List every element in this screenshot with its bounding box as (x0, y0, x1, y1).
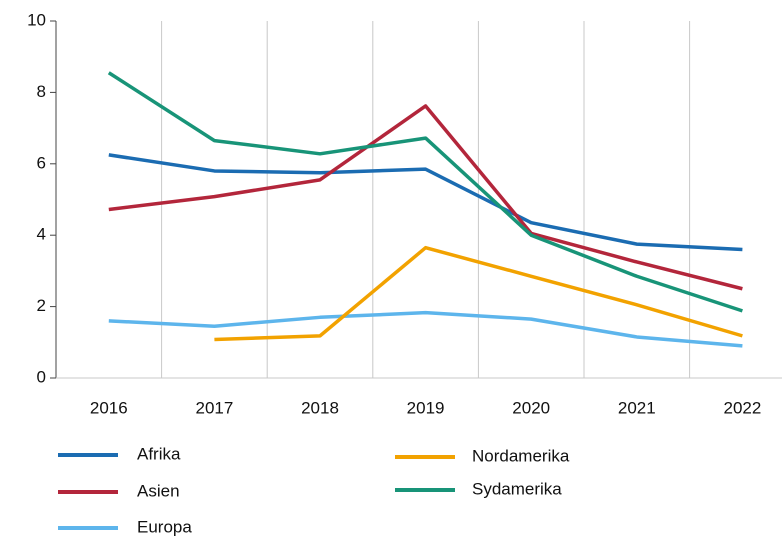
x-tick-label: 2017 (195, 398, 233, 417)
legend-label: Europa (137, 517, 192, 536)
legend-label: Nordamerika (472, 446, 570, 465)
legend-label: Sydamerika (472, 479, 562, 498)
y-tick-label: 8 (37, 82, 46, 101)
x-tick-label: 2021 (618, 398, 656, 417)
x-tick-label: 2022 (723, 398, 761, 417)
series-line (108, 104, 743, 291)
y-tick-label: 0 (37, 367, 46, 386)
series-line (108, 310, 743, 348)
y-tick-label: 6 (37, 153, 46, 172)
legend-label: Asien (137, 481, 180, 500)
y-tick-label: 4 (37, 225, 46, 244)
y-tick-label: 2 (37, 296, 46, 315)
series-line (108, 153, 743, 252)
series-line (107, 71, 743, 313)
x-tick-label: 2016 (90, 398, 128, 417)
x-tick-label: 2020 (512, 398, 550, 417)
series-line (214, 245, 743, 342)
legend-label: Afrika (137, 444, 181, 463)
x-tick-label: 2019 (407, 398, 445, 417)
x-tick-label: 2018 (301, 398, 339, 417)
y-tick-label: 10 (27, 10, 46, 29)
